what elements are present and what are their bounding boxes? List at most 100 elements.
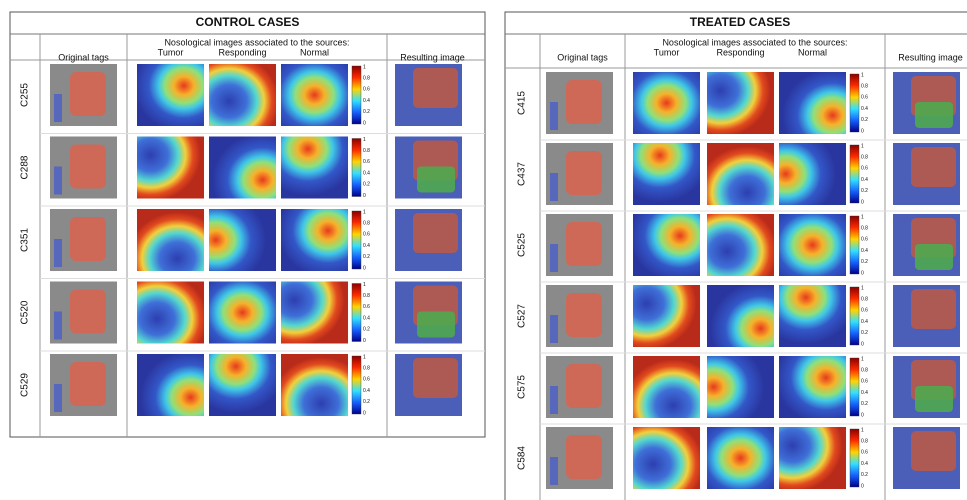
colorbar-tick: 0 [363,265,366,271]
colorbar-tick: 0.2 [861,188,868,194]
colorbar-tick: 0.2 [861,472,868,478]
tumor-tag [566,435,602,479]
colorbar-tick: 0.6 [861,379,868,385]
source-map [779,143,846,205]
source-map [209,136,276,199]
result-tumor [413,68,458,108]
colorbar-tick: 1 [861,356,864,362]
panel-title: CONTROL CASES [196,15,300,29]
case-label: C255 [20,83,31,107]
header: Tumor [654,47,680,57]
colorbar-tick: 0.6 [861,308,868,314]
header: Normal [798,47,827,57]
colorbar-tick: 0.2 [363,399,370,405]
normal-tag [550,315,558,343]
colorbar-tick: 0.2 [363,254,370,260]
source-map [707,143,774,205]
source-map [137,136,204,199]
colorbar-tick: 0.8 [861,84,868,90]
source-map [633,356,700,418]
colorbar [351,283,362,342]
header: Original tags [58,52,109,62]
colorbar-tick: 1 [861,285,864,291]
source-map [707,214,774,276]
source-map [779,427,846,489]
source-map [633,427,700,489]
colorbar-tick: 0.4 [363,243,370,249]
colorbar-tick: 0 [363,193,366,199]
source-map [209,354,276,416]
normal-tag [54,239,62,267]
colorbar-tick: 0 [861,199,864,205]
normal-tag [54,384,62,412]
header: Nosological images associated to the sou… [164,37,349,47]
source-map [137,64,204,126]
source-map [209,209,276,271]
case-label: C351 [20,228,31,252]
colorbar-tick: 1 [861,143,864,149]
colorbar-tick: 0.4 [861,177,868,183]
colorbar [849,286,860,346]
colorbar-tick: 0.8 [363,221,370,227]
normal-tag [550,244,558,272]
case-label: C437 [517,162,528,186]
case-label: C520 [20,300,31,324]
normal-tag [550,173,558,201]
result-responding [417,166,455,193]
source-map [707,356,774,418]
header: Tumor [158,47,184,57]
colorbar-tick: 0.6 [861,166,868,172]
colorbar-tick: 1 [363,64,366,70]
result-tumor [413,213,458,253]
colorbar-tick: 0.8 [363,76,370,82]
case-label: C288 [20,155,31,179]
tumor-tag [70,217,106,261]
header: Normal [300,47,329,57]
colorbar-tick: 0.6 [861,95,868,101]
tumor-tag [70,289,106,334]
result-tumor [911,147,956,187]
source-map [209,64,276,126]
colorbar-tick: 0.2 [363,109,370,115]
colorbar-tick: 0 [363,338,366,344]
header: Resulting image [898,52,963,62]
source-map [281,64,348,126]
colorbar-tick: 1 [861,72,864,78]
case-label: C415 [517,91,528,115]
source-map [281,136,348,199]
source-map [707,427,774,489]
colorbar-tick: 0.6 [363,377,370,383]
colorbar-tick: 1 [363,137,366,143]
colorbar-tick: 0.6 [363,87,370,93]
result-responding [417,311,455,338]
source-map [633,285,700,347]
result-responding [915,102,953,128]
header: Nosological images associated to the sou… [662,37,847,47]
colorbar [351,65,362,125]
header: Responding [218,47,266,57]
result-tumor [413,358,458,398]
header: Responding [716,47,764,57]
colorbar-tick: 0.4 [861,390,868,396]
source-map [137,281,204,344]
colorbar-tick: 0.2 [861,259,868,265]
colorbar-tick: 0 [861,270,864,276]
colorbar-tick: 0 [861,412,864,418]
case-label: C584 [517,446,528,470]
colorbar-tick: 0 [861,128,864,134]
colorbar-tick: 1 [861,427,864,433]
colorbar [849,215,860,275]
source-map [209,281,276,344]
colorbar-tick: 0.2 [363,182,370,188]
tumor-tag [70,362,106,406]
colorbar-tick: 0.8 [861,297,868,303]
source-map [779,285,846,347]
colorbar-tick: 1 [363,354,366,360]
result-tumor [911,289,956,329]
tumor-tag [70,144,106,189]
source-map [633,72,700,134]
colorbar [351,355,362,415]
header: Resulting image [400,52,465,62]
colorbar-tick: 0.2 [861,330,868,336]
